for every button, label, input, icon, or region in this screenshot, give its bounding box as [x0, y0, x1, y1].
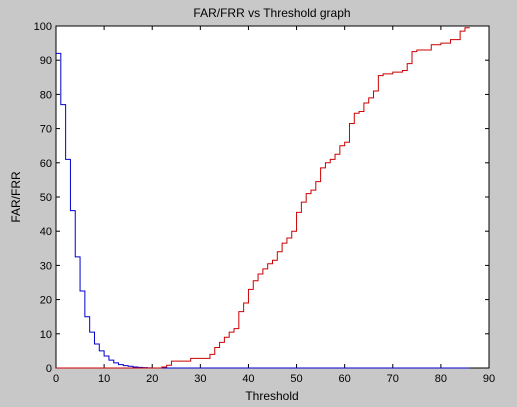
plot-area	[55, 25, 490, 369]
x-tick-label: 40	[242, 373, 254, 385]
x-tick-label: 0	[53, 373, 59, 385]
x-tick-label: 50	[290, 373, 302, 385]
y-tick-label: 80	[40, 89, 52, 101]
series-layer	[56, 27, 470, 369]
x-tick-label: 80	[435, 373, 447, 385]
x-tick-label: 70	[387, 373, 399, 385]
y-tick-label: 70	[40, 124, 52, 136]
x-tick-label: 30	[194, 373, 206, 385]
y-tick-label: 60	[40, 158, 52, 170]
y-tick-label: 40	[40, 226, 52, 238]
x-tick-label: 90	[483, 373, 495, 385]
x-tick-label: 10	[98, 373, 110, 385]
y-tick-label: 90	[40, 55, 52, 67]
axis-ticks: 0 10 20 30 40 50 60 70 80 90 0 10 20 30 40 50 60 70 80 90 10…	[34, 21, 495, 385]
x-tick-label: 20	[146, 373, 158, 385]
y-tick-label: 30	[40, 260, 52, 272]
y-tick-label: 20	[40, 295, 52, 307]
y-tick-label: 100	[34, 21, 52, 33]
y-axis-label: FAR/FRR	[9, 171, 23, 223]
y-tick-label: 10	[40, 329, 52, 341]
y-tick-label: 0	[46, 363, 52, 375]
series-line-2	[56, 27, 470, 369]
x-axis-label: Threshold	[245, 389, 298, 403]
chart-title: FAR/FRR vs Threshold graph	[193, 6, 350, 20]
y-tick-label: 50	[40, 192, 52, 204]
x-tick-label: 60	[339, 373, 351, 385]
